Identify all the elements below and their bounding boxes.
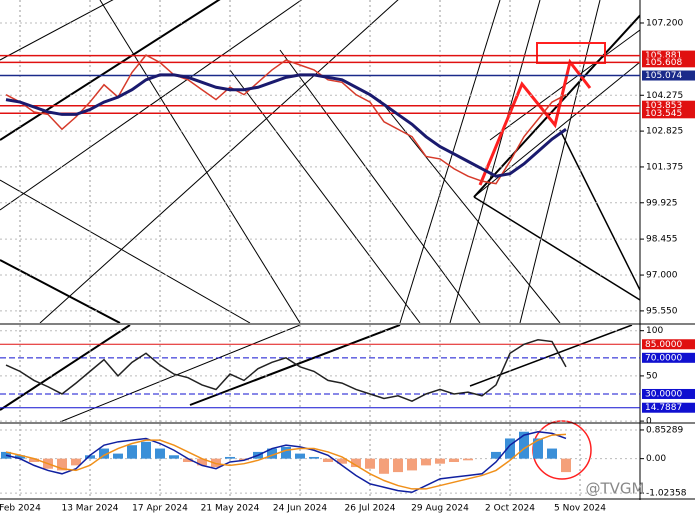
histogram-bar (211, 458, 221, 468)
histogram-bar (533, 438, 543, 459)
y-tick-label: 0.00 (646, 454, 666, 464)
histogram-bar (85, 455, 95, 459)
histogram-bar (407, 458, 417, 471)
level-label-box (642, 100, 695, 111)
histogram-bar (309, 456, 319, 459)
series-line (5, 338, 567, 403)
level-label-box (642, 70, 695, 81)
x-tick-label: 2 Oct 2024 (485, 504, 535, 514)
x-tick-label: 5 Nov 2024 (554, 504, 606, 514)
histogram-bar (71, 458, 81, 466)
histogram-bar (141, 441, 151, 459)
x-tick-label: Feb 2024 (0, 504, 41, 514)
level-label: 103.853 (645, 101, 682, 111)
y-tick-label: 102.825 (646, 127, 683, 137)
histogram-bar (1, 451, 11, 459)
series-line (5, 73, 567, 178)
level-label-box (642, 108, 695, 119)
histogram-bar (351, 458, 361, 468)
histogram-bar (505, 438, 515, 459)
level-label: 105.074 (645, 71, 682, 81)
level-label: 30.0000 (645, 389, 682, 399)
y-tick-label: 97.000 (646, 271, 678, 281)
histogram-bar (225, 456, 235, 459)
x-tick-label: 24 Jun 2024 (273, 504, 327, 514)
level-label: 105.881 (645, 51, 682, 61)
histogram-bar (519, 431, 529, 459)
y-tick-label: 100 (646, 326, 663, 336)
level-label: 85.0000 (645, 340, 682, 350)
series-line (5, 54, 567, 185)
watermark: @TVGM (586, 480, 645, 498)
histogram-bar (183, 458, 193, 463)
histogram-bar (127, 445, 137, 459)
histogram-bar (281, 446, 291, 459)
histogram-bar (547, 448, 557, 459)
histogram-bar (113, 453, 123, 459)
histogram-bar (463, 458, 473, 461)
level-label-box (642, 57, 695, 68)
histogram-bar (365, 458, 375, 469)
histogram-bar (99, 448, 109, 459)
y-tick-label: -1.02358 (646, 489, 687, 499)
histogram-bar (155, 448, 165, 459)
histogram-bar (337, 458, 347, 464)
level-label-box (642, 339, 695, 350)
y-tick-label: 104.275 (646, 91, 683, 101)
x-tick-label: 17 Apr 2024 (132, 504, 188, 514)
x-tick-label: 13 Mar 2024 (61, 504, 118, 514)
x-tick-label: 26 Jul 2024 (345, 504, 396, 514)
histogram-bar (561, 458, 571, 473)
level-label-box (642, 352, 695, 363)
histogram-bar (197, 458, 207, 466)
level-label-box (642, 50, 695, 61)
x-tick-label: 21 May 2024 (201, 504, 260, 514)
histogram-bar (15, 455, 25, 459)
y-tick-label: 0 (646, 417, 652, 427)
histogram-bar (295, 453, 305, 459)
oscillator-trend-lines (0, 325, 633, 422)
y-tick-label: 95.550 (646, 306, 678, 316)
histogram-bar (323, 458, 333, 463)
histogram-bar (449, 458, 459, 463)
histogram-bar (435, 458, 445, 464)
histogram-bar (57, 458, 67, 471)
histogram-bar (379, 458, 389, 474)
level-label-box (642, 402, 695, 413)
series-line (5, 430, 567, 494)
histogram-bar (491, 451, 501, 459)
series-line (5, 433, 567, 490)
x-tick-label: 29 Aug 2024 (411, 504, 469, 514)
y-tick-label: 99.925 (646, 198, 678, 208)
histogram-bar (421, 458, 431, 466)
level-label: 14.7887 (645, 403, 682, 413)
y-tick-label: 107.200 (646, 18, 683, 28)
y-tick-label: 0.85289 (646, 425, 683, 435)
y-tick-label: 50 (646, 371, 658, 381)
histogram-bar (267, 448, 277, 459)
histogram-bar (29, 458, 39, 463)
histogram-bar (239, 458, 249, 461)
level-label: 103.545 (645, 109, 682, 119)
y-tick-label: 98.455 (646, 235, 678, 245)
histogram-bar (393, 458, 403, 473)
level-label: 105.608 (645, 58, 682, 68)
level-label-box (642, 388, 695, 399)
histogram-bar (169, 455, 179, 459)
y-tick-label: 101.375 (646, 162, 683, 172)
level-label: 70.0000 (645, 353, 682, 363)
